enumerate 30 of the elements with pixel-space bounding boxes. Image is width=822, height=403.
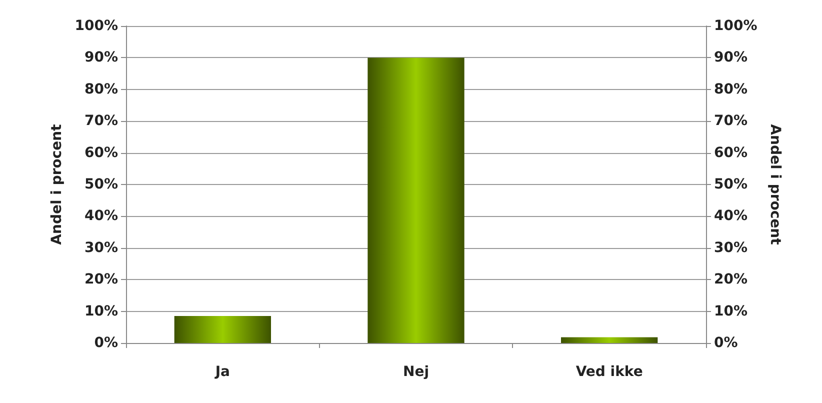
y-tick-label: 20% — [84, 272, 118, 288]
bar — [368, 58, 464, 343]
y2-axis-title: Andel i procent — [767, 124, 784, 246]
y-tick-label: 0% — [94, 335, 118, 351]
y-axis-title: Andel i procent — [48, 124, 65, 245]
y2-tick-label: 100% — [714, 18, 758, 34]
x-tick-label: Ved ikke — [576, 364, 643, 380]
y-tick-label: 80% — [84, 81, 118, 98]
y-tick-label: 30% — [84, 240, 118, 256]
y2-tick-label: 50% — [714, 176, 748, 192]
y-tick-label: 90% — [84, 50, 118, 66]
y2-tick-label: 0% — [714, 335, 738, 351]
bar — [561, 337, 658, 343]
y-tick-label: 50% — [84, 176, 118, 192]
y2-tick-label: 40% — [714, 208, 748, 224]
y-tick-label: 40% — [84, 208, 118, 224]
y-tick-label: 60% — [84, 144, 118, 161]
y2-tick-label: 90% — [714, 50, 748, 66]
y2-tick-label: 60% — [714, 144, 748, 161]
x-tick-label: Ja — [214, 364, 230, 380]
y2-tick-label: 80% — [714, 81, 748, 98]
y-tick-label: 70% — [84, 113, 118, 130]
y2-tick-label: 30% — [714, 240, 748, 256]
y2-tick-label: 20% — [714, 272, 748, 288]
y-tick-label: 100% — [74, 18, 118, 34]
y2-tick-label: 70% — [714, 113, 748, 130]
y2-tick-label: 10% — [714, 303, 748, 320]
bar — [174, 316, 271, 343]
x-tick-label: Nej — [402, 364, 430, 380]
y-tick-label: 10% — [84, 303, 118, 320]
